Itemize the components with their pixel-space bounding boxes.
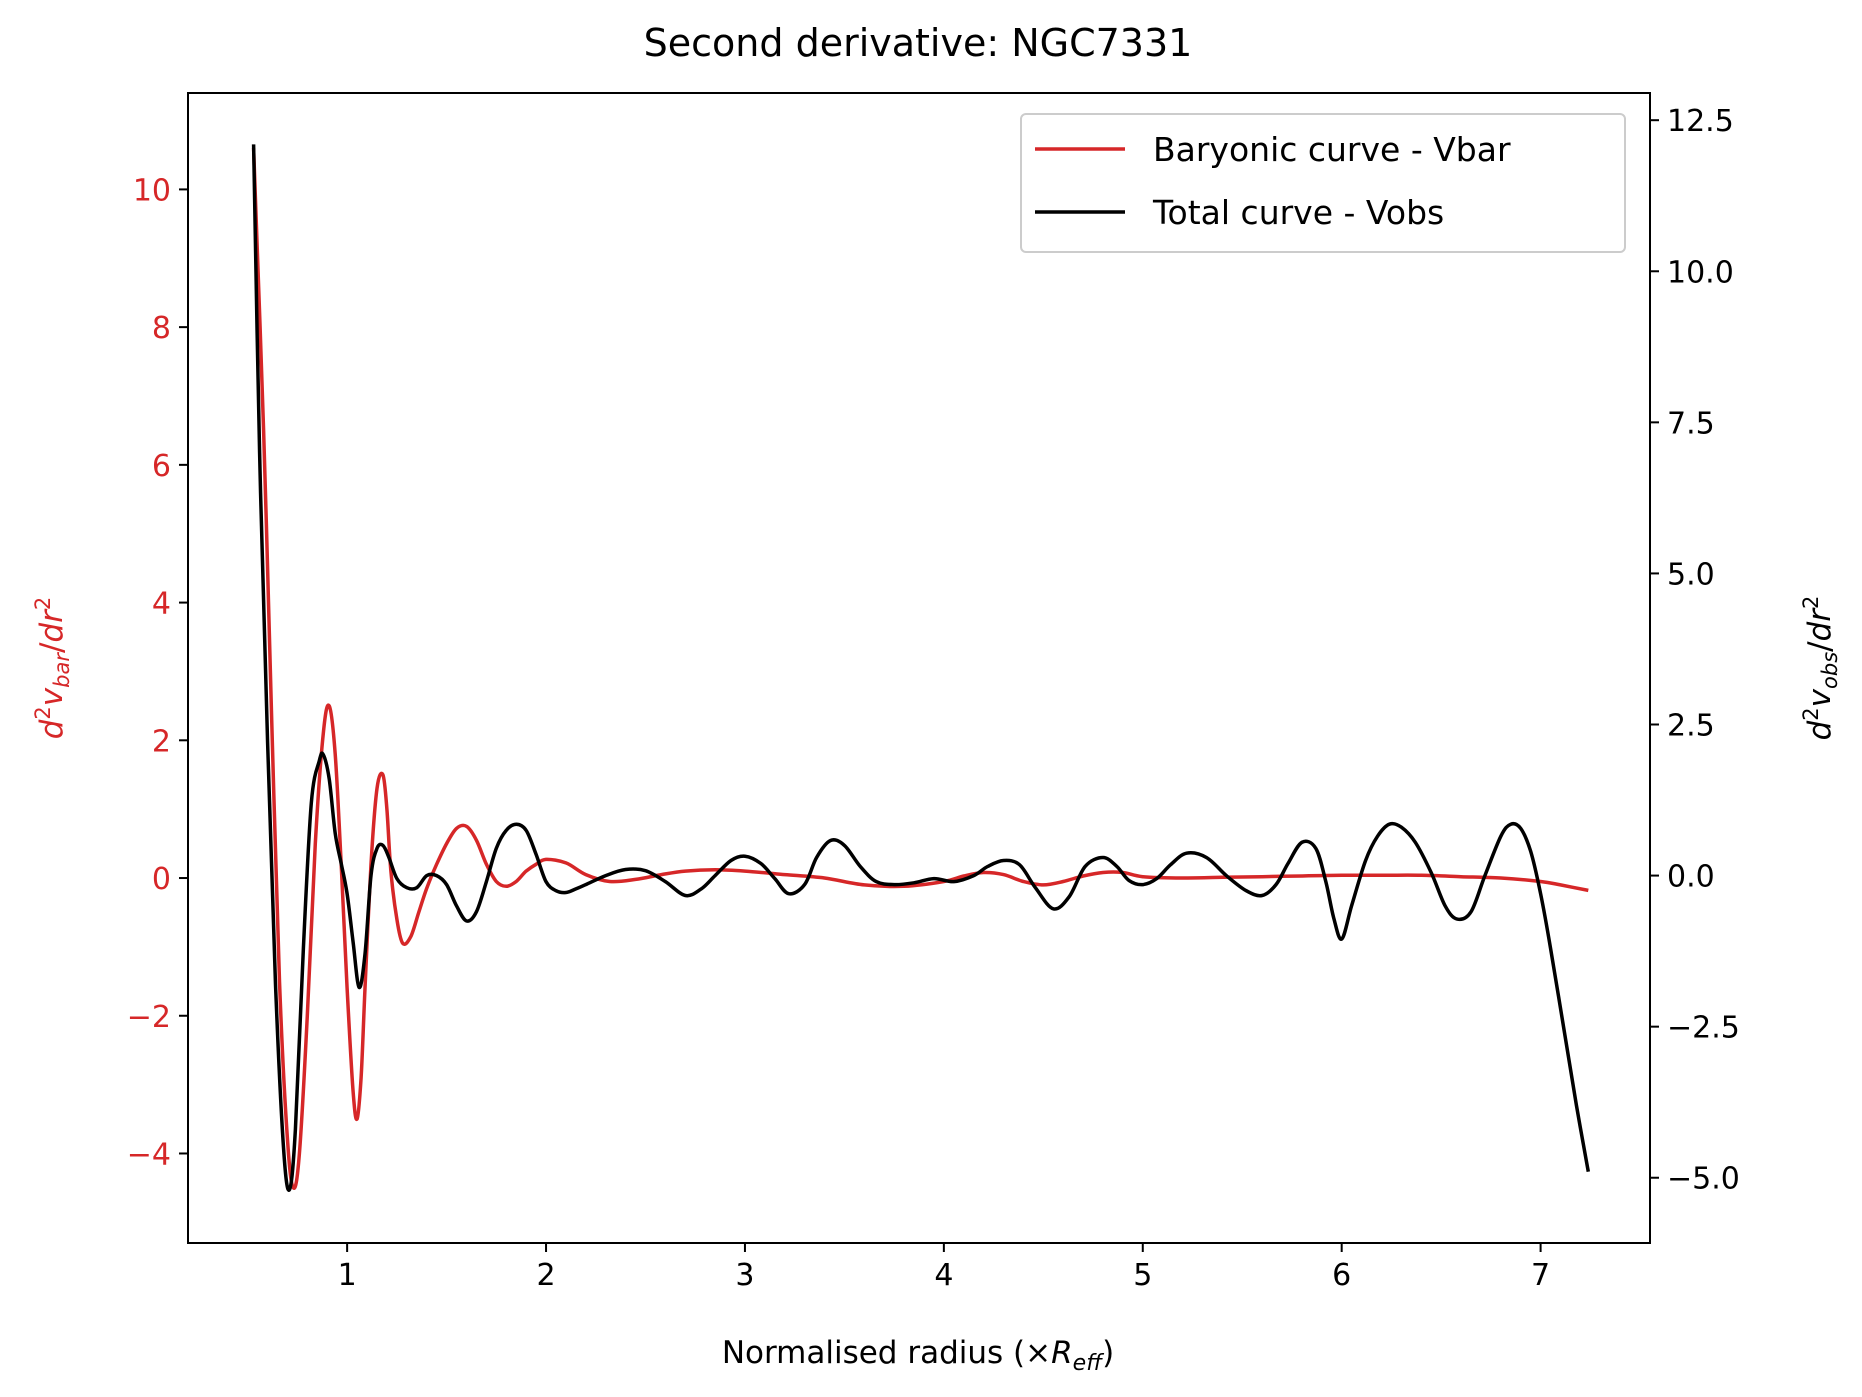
plot-lines: [251, 144, 1591, 1193]
right-y-axis: −5.0 −2.5 0.0 2.5 5.0 7.5 10.0 12.5: [1650, 104, 1740, 1197]
x-tick-label: 7: [1531, 1258, 1550, 1293]
plot-frame: [187, 92, 1651, 1244]
left-y-tick-label: 4: [152, 587, 171, 622]
right-y-tick-label: 0.0: [1667, 860, 1715, 895]
legend-label-vobs: Total curve - Vobs: [1152, 193, 1444, 232]
x-tick-label: 1: [338, 1258, 357, 1293]
right-y-tick-label: 2.5: [1667, 709, 1715, 744]
legend-label-vbar: Baryonic curve - Vbar: [1153, 130, 1511, 169]
x-axis: 1 2 3 4 5 6 7: [338, 1243, 1550, 1293]
left-y-tick-label: 2: [152, 724, 171, 759]
right-y-tick-label: 7.5: [1667, 406, 1715, 441]
left-y-tick-label: 6: [152, 449, 171, 484]
right-y-tick-label: −5.0: [1667, 1162, 1740, 1197]
right-y-axis-label: d2vobs/dr2: [1799, 596, 1842, 741]
legend-box: [1020, 113, 1626, 253]
chart-title: Second derivative: NGC7331: [644, 21, 1193, 65]
right-y-tick-label: −2.5: [1667, 1011, 1740, 1046]
vobs-series-line: [251, 144, 1591, 1193]
x-tick-label: 6: [1332, 1258, 1351, 1293]
right-y-tick-label: 5.0: [1667, 557, 1715, 592]
left-y-tick-label: 0: [152, 862, 171, 897]
x-axis-label: Normalised radius (×Reff): [722, 1335, 1114, 1376]
vbar-series-line: [251, 148, 1589, 1191]
right-y-tick-label: 12.5: [1667, 104, 1734, 139]
x-tick-label: 4: [934, 1258, 953, 1293]
right-y-tick-label: 10.0: [1667, 255, 1734, 290]
x-tick-label: 2: [536, 1258, 555, 1293]
left-y-axis: −4 −2 0 2 4 6 8 10: [127, 173, 188, 1172]
left-y-tick-label: −2: [127, 1000, 171, 1035]
left-y-axis-label: d2vbar/dr2: [31, 597, 74, 740]
legend: Baryonic curve - Vbar Total curve - Vobs: [1020, 113, 1626, 253]
x-tick-label: 5: [1133, 1258, 1152, 1293]
left-y-tick-label: −4: [127, 1137, 171, 1172]
x-tick-label: 3: [735, 1258, 754, 1293]
left-y-tick-label: 8: [152, 311, 171, 346]
left-y-tick-label: 10: [133, 173, 171, 208]
